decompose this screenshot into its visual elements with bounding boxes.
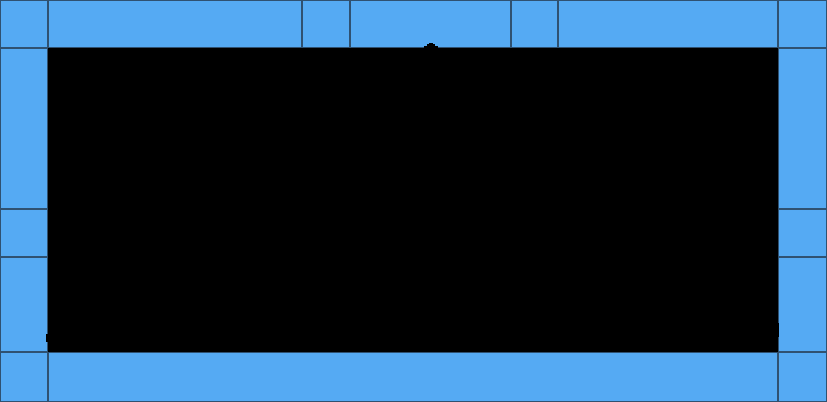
wall-top-small-cell-2: [511, 0, 558, 48]
wall-corner-top-right: [778, 0, 827, 48]
wall-right-small-cell: [778, 209, 827, 257]
wall-top-segment-middle: [350, 0, 511, 48]
wall-top-segment-right: [558, 0, 778, 48]
black-sprite-top-center-cap: [429, 43, 433, 45]
black-sprite-top-center-mid: [427, 44, 435, 47]
wall-corner-bottom-left: [0, 352, 48, 402]
black-sprite-right-wall: [774, 323, 779, 337]
wall-left-segment-upper: [0, 48, 48, 209]
wall-right-segment-upper: [778, 48, 827, 209]
wall-top-segment-left: [48, 0, 302, 48]
black-sprite-top-center-base: [424, 46, 438, 50]
wall-left-small-cell: [0, 209, 48, 257]
wall-corner-top-left: [0, 0, 48, 48]
wall-left-segment-lower: [0, 257, 48, 352]
wall-bottom-segment: [48, 352, 778, 402]
wall-top-small-cell-1: [302, 0, 350, 48]
wall-right-segment-lower: [778, 257, 827, 352]
black-sprite-left-wall: [46, 334, 51, 342]
